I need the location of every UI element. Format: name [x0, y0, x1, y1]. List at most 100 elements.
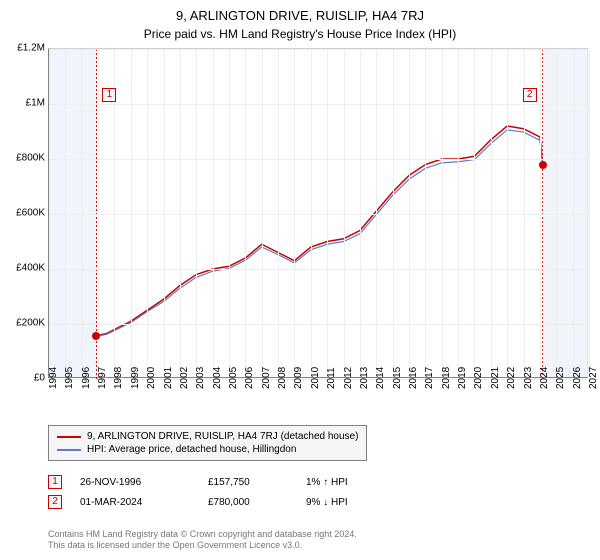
x-axis-label: 1998 — [113, 375, 124, 389]
y-axis-label: £800K — [5, 153, 45, 164]
chart-container: 9, ARLINGTON DRIVE, RUISLIP, HA4 7RJ Pri… — [0, 0, 600, 560]
plot-area: 12 — [48, 48, 588, 378]
data-point-price: £157,750 — [208, 477, 288, 488]
x-gridline — [131, 49, 132, 377]
x-axis-label: 2025 — [555, 375, 566, 389]
x-axis-label: 2001 — [163, 375, 174, 389]
marker-dot — [92, 332, 100, 340]
x-gridline — [442, 49, 443, 377]
legend-item: 9, ARLINGTON DRIVE, RUISLIP, HA4 7RJ (de… — [57, 430, 358, 443]
marker-dot — [539, 161, 547, 169]
shade-region — [49, 49, 96, 377]
x-axis-label: 2021 — [490, 375, 501, 389]
x-axis-label: 2013 — [359, 375, 370, 389]
x-gridline — [540, 49, 541, 377]
data-point-table: 1 26-NOV-1996 £157,750 1% ↑ HPI 2 01-MAR-2024… — [48, 472, 386, 512]
x-axis-label: 2017 — [424, 375, 435, 389]
x-axis-label: 2016 — [408, 375, 419, 389]
legend-label: HPI: Average price, detached house, Hill… — [87, 444, 296, 455]
x-gridline — [556, 49, 557, 377]
data-point-date: 26-NOV-1996 — [80, 477, 190, 488]
y-axis-label: £600K — [5, 208, 45, 219]
marker-label-box: 1 — [102, 88, 116, 102]
x-gridline — [180, 49, 181, 377]
x-gridline — [278, 49, 279, 377]
x-axis-label: 2026 — [572, 375, 583, 389]
x-axis-label: 1997 — [97, 375, 108, 389]
x-axis-label: 1999 — [130, 375, 141, 389]
legend-swatch — [57, 449, 81, 451]
x-gridline — [393, 49, 394, 377]
footer-line: This data is licensed under the Open Gov… — [48, 540, 357, 552]
x-gridline — [491, 49, 492, 377]
x-axis-label: 2002 — [179, 375, 190, 389]
x-gridline — [589, 49, 590, 377]
x-gridline — [507, 49, 508, 377]
x-axis-label: 1994 — [48, 375, 59, 389]
x-gridline — [49, 49, 50, 377]
x-gridline — [474, 49, 475, 377]
x-gridline — [425, 49, 426, 377]
data-point-pct: 9% ↓ HPI — [306, 497, 386, 508]
x-gridline — [245, 49, 246, 377]
data-point-date: 01-MAR-2024 — [80, 497, 190, 508]
x-axis-label: 2007 — [261, 375, 272, 389]
x-gridline — [98, 49, 99, 377]
legend-swatch — [57, 436, 81, 438]
x-axis-label: 2014 — [375, 375, 386, 389]
y-axis-label: £0 — [5, 373, 45, 384]
chart-subtitle: Price paid vs. HM Land Registry's House … — [0, 23, 600, 41]
x-axis-label: 2004 — [212, 375, 223, 389]
x-gridline — [82, 49, 83, 377]
x-axis-label: 2008 — [277, 375, 288, 389]
y-axis-label: £400K — [5, 263, 45, 274]
x-gridline — [164, 49, 165, 377]
legend-item: HPI: Average price, detached house, Hill… — [57, 443, 358, 456]
footer-line: Contains HM Land Registry data © Crown c… — [48, 529, 357, 541]
x-axis-label: 2006 — [244, 375, 255, 389]
footer-attribution: Contains HM Land Registry data © Crown c… — [48, 529, 357, 552]
x-gridline — [376, 49, 377, 377]
x-axis-label: 2020 — [473, 375, 484, 389]
x-gridline — [311, 49, 312, 377]
x-axis-label: 2011 — [326, 375, 337, 389]
data-point-price: £780,000 — [208, 497, 288, 508]
y-axis-label: £200K — [5, 318, 45, 329]
x-gridline — [458, 49, 459, 377]
x-gridline — [196, 49, 197, 377]
marker-label-box: 1 — [48, 475, 62, 489]
x-gridline — [213, 49, 214, 377]
x-axis-label: 2027 — [588, 375, 599, 389]
x-gridline — [360, 49, 361, 377]
x-axis-label: 2023 — [523, 375, 534, 389]
x-axis-label: 2009 — [293, 375, 304, 389]
x-gridline — [573, 49, 574, 377]
y-axis-label: £1M — [5, 98, 45, 109]
x-gridline — [65, 49, 66, 377]
x-gridline — [409, 49, 410, 377]
x-axis-label: 2012 — [343, 375, 354, 389]
data-point-row: 2 01-MAR-2024 £780,000 9% ↓ HPI — [48, 492, 386, 512]
x-gridline — [327, 49, 328, 377]
marker-label-box: 2 — [48, 495, 62, 509]
x-gridline — [344, 49, 345, 377]
y-axis-label: £1.2M — [5, 43, 45, 54]
x-axis-label: 1995 — [64, 375, 75, 389]
x-gridline — [262, 49, 263, 377]
data-point-row: 1 26-NOV-1996 £157,750 1% ↑ HPI — [48, 472, 386, 492]
shade-region — [543, 49, 589, 377]
x-gridline — [229, 49, 230, 377]
x-axis-label: 2010 — [310, 375, 321, 389]
x-axis-label: 2015 — [392, 375, 403, 389]
marker-label-box: 2 — [523, 88, 537, 102]
x-axis-label: 2019 — [457, 375, 468, 389]
x-axis-label: 1996 — [81, 375, 92, 389]
x-axis-label: 2000 — [146, 375, 157, 389]
x-gridline — [294, 49, 295, 377]
x-axis-label: 2005 — [228, 375, 239, 389]
chart-title: 9, ARLINGTON DRIVE, RUISLIP, HA4 7RJ — [0, 0, 600, 23]
x-axis-label: 2024 — [539, 375, 550, 389]
x-axis-label: 2022 — [506, 375, 517, 389]
data-point-pct: 1% ↑ HPI — [306, 477, 386, 488]
x-axis-label: 2003 — [195, 375, 206, 389]
